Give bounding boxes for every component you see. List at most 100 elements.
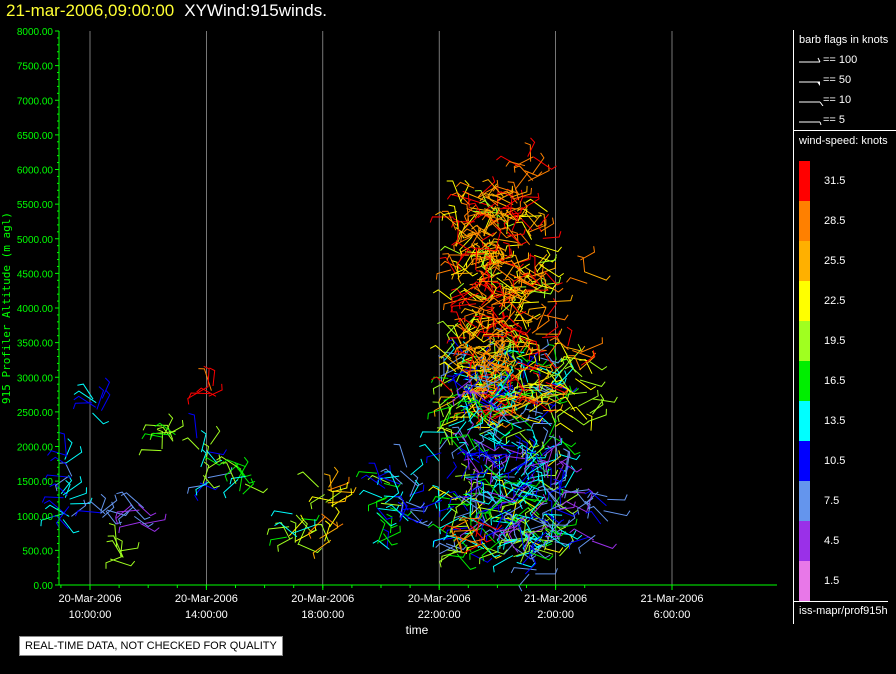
wind-barb xyxy=(394,495,409,511)
wind-barb xyxy=(368,497,387,512)
wind-barb xyxy=(561,500,587,513)
wind-barb xyxy=(492,407,507,432)
wind-barb xyxy=(384,486,400,504)
wind-barb xyxy=(440,337,455,359)
wind-barb xyxy=(493,476,502,503)
wind-barb xyxy=(472,318,482,337)
colorbar-label: 25.5 xyxy=(824,255,846,267)
wind-barb xyxy=(539,403,556,425)
wind-barb xyxy=(504,244,523,252)
wind-barb xyxy=(376,476,401,485)
wind-barb xyxy=(451,272,473,280)
wind-barb xyxy=(203,442,210,461)
colorbar-swatch xyxy=(799,481,810,521)
wind-barb xyxy=(578,534,596,554)
wind-barb xyxy=(470,498,483,514)
wind-barb xyxy=(470,246,484,263)
wind-barb xyxy=(442,524,462,531)
wind-barb xyxy=(72,402,93,410)
wind-barb xyxy=(517,498,538,509)
wind-barb xyxy=(534,460,552,473)
quality-notice: REAL-TIME DATA, NOT CHECKED FOR QUALITY xyxy=(19,636,283,656)
wind-barb xyxy=(235,465,256,484)
wind-barb xyxy=(432,484,441,512)
barb-full-icon xyxy=(799,101,824,106)
wind-barb xyxy=(568,536,590,550)
wind-barb xyxy=(490,476,498,496)
wind-barb xyxy=(482,372,503,389)
wind-barb xyxy=(516,480,541,487)
x-tick-time: 18:00:00 xyxy=(301,609,344,621)
wind-barb xyxy=(544,530,563,538)
wind-barb xyxy=(483,209,494,237)
wind-barb xyxy=(497,538,518,553)
barb-legend-item: == 5 xyxy=(794,110,896,130)
x-tick-time: 2:00:00 xyxy=(537,609,574,621)
wind-barb xyxy=(195,481,209,496)
wind-barb xyxy=(229,476,246,485)
wind-barb xyxy=(466,313,478,331)
wind-barb xyxy=(454,347,481,354)
wind-barb xyxy=(500,394,527,405)
colorbar-swatch xyxy=(799,201,810,241)
wind-barb xyxy=(504,280,523,294)
wind-barb xyxy=(474,212,496,218)
wind-barb xyxy=(477,305,485,329)
wind-barb xyxy=(493,404,514,422)
wind-barb xyxy=(312,539,332,559)
wind-barb xyxy=(328,466,339,488)
wind-barb xyxy=(439,413,458,427)
wind-barb xyxy=(528,350,547,361)
wind-barb xyxy=(603,510,631,517)
wind-barb xyxy=(435,269,452,280)
wind-barb xyxy=(140,522,160,533)
wind-barb xyxy=(505,429,526,444)
wind-barb xyxy=(479,380,488,402)
wind-barb xyxy=(564,448,571,475)
wind-barb xyxy=(198,368,212,391)
wind-barb xyxy=(55,506,70,529)
wind-barb xyxy=(566,391,587,401)
wind-barb xyxy=(509,340,531,348)
wind-barb xyxy=(270,510,293,517)
wind-barb xyxy=(580,350,596,366)
wind-barb xyxy=(200,448,207,468)
chart-title: 21-mar-2006,09:00:00 XYWind:915winds. xyxy=(6,1,327,21)
wind-barb xyxy=(530,422,553,430)
wind-barb xyxy=(549,519,570,526)
wind-barb xyxy=(577,389,599,407)
wind-barb xyxy=(592,396,618,403)
wind-barb xyxy=(517,361,540,370)
wind-barb xyxy=(470,509,483,535)
wind-barb xyxy=(509,390,535,398)
wind-barb xyxy=(506,288,528,298)
colorbar-label: 13.5 xyxy=(824,415,846,427)
wind-barb xyxy=(477,400,497,423)
wind-barb xyxy=(463,458,480,473)
wind-barb xyxy=(463,384,483,391)
wind-barb xyxy=(539,459,549,479)
wind-barb xyxy=(547,450,562,467)
wind-barb xyxy=(469,525,493,543)
wind-barb xyxy=(492,361,508,378)
wind-barb xyxy=(466,434,485,455)
wind-barb xyxy=(470,553,493,563)
wind-barb xyxy=(478,358,501,375)
wind-barb xyxy=(196,387,217,397)
wind-barb xyxy=(157,426,174,442)
wind-barb xyxy=(478,280,499,288)
wind-barb xyxy=(454,421,467,441)
barb-legend: == 100 == 50 == 10 == 5 xyxy=(794,50,896,130)
wind-barb xyxy=(507,292,514,320)
wind-barb xyxy=(372,539,390,550)
wind-barb xyxy=(480,317,505,328)
wind-barb xyxy=(62,476,83,496)
colorbar-label: 1.5 xyxy=(824,575,840,587)
wind-barb xyxy=(446,180,462,204)
wind-barb xyxy=(481,410,501,420)
wind-barb xyxy=(579,350,596,371)
wind-barb xyxy=(488,381,504,404)
wind-barb xyxy=(498,496,522,512)
colorbar-label: 19.5 xyxy=(824,335,846,347)
barb-legend-item: == 100 xyxy=(794,50,896,70)
